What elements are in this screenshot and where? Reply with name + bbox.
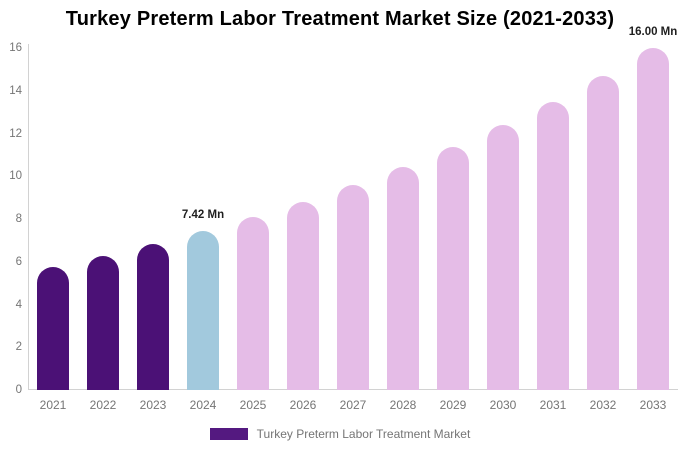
y-tick-label: 0 (15, 384, 22, 396)
bar-value-label-2033: 16.00 Mn (628, 26, 678, 38)
x-tick-label: 2023 (139, 398, 167, 412)
bar-2033 (637, 48, 669, 390)
bar-2021 (37, 267, 69, 390)
y-tick-label: 10 (9, 170, 22, 183)
bar-2024 (187, 231, 219, 390)
x-tick-label: 2028 (389, 398, 417, 412)
y-tick-label: 12 (9, 127, 22, 140)
x-tick-label: 2021 (39, 398, 67, 412)
bar-2025 (237, 217, 269, 390)
bar-value-label-2024: 7.42 Mn (181, 209, 225, 222)
bar-2027 (337, 185, 369, 390)
y-tick-label: 16 (9, 42, 22, 54)
x-tick-label: 2024 (189, 398, 217, 412)
bar-2026 (287, 201, 319, 390)
x-tick-label: 2026 (289, 398, 317, 412)
x-tick-label: 2029 (439, 398, 467, 412)
bar-2031 (537, 101, 569, 390)
x-tick-label: 2033 (639, 398, 667, 412)
bar-2032 (587, 76, 619, 390)
legend-label: Turkey Preterm Labor Treatment Market (256, 427, 471, 441)
x-tick-label: 2022 (89, 398, 117, 412)
x-tick-label: 2031 (539, 398, 567, 412)
legend: Turkey Preterm Labor Treatment Market (0, 427, 680, 441)
bar-2022 (87, 256, 119, 390)
chart-title: Turkey Preterm Labor Treatment Market Si… (65, 8, 615, 30)
x-tick-label: 2025 (239, 398, 267, 412)
x-tick-label: 2027 (339, 398, 367, 412)
legend-swatch (209, 428, 248, 440)
x-tick-label: 2030 (489, 398, 517, 412)
y-tick-label: 2 (15, 341, 22, 354)
bar-2030 (487, 125, 519, 390)
bar-2029 (437, 146, 469, 390)
y-tick-label: 4 (15, 298, 22, 311)
y-tick-label: 14 (9, 84, 22, 97)
bar-2028 (387, 166, 419, 390)
bar-2023 (137, 244, 169, 390)
y-tick-label: 6 (15, 255, 22, 268)
y-tick-label: 8 (15, 213, 22, 225)
x-tick-label: 2032 (589, 398, 617, 412)
